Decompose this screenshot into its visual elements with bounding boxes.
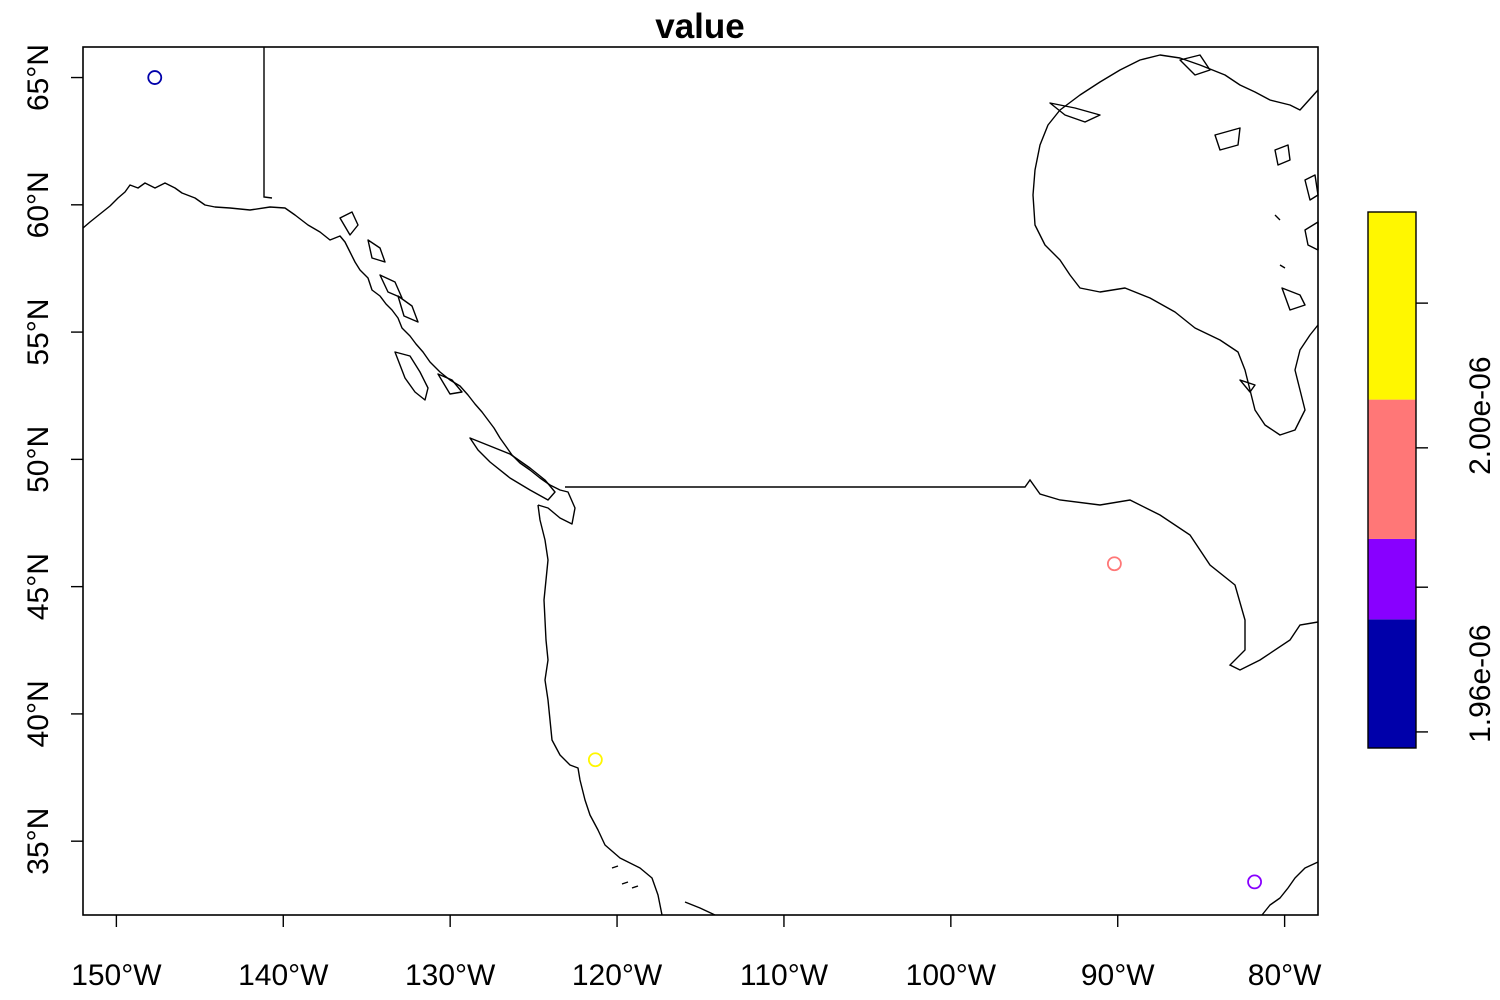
x-tick-label: 110°W <box>740 959 829 992</box>
pacific-coastline-south <box>537 504 663 916</box>
hudson-bay-islands <box>1049 54 1319 393</box>
plot-frame <box>82 46 1319 916</box>
pacific-coastline-north <box>82 182 576 525</box>
legend-color-segment <box>1368 538 1416 620</box>
bc-islands <box>339 211 556 501</box>
hudson-bay-coastline <box>1032 54 1319 436</box>
x-tick-label: 120°W <box>572 959 663 992</box>
data-point <box>147 70 163 85</box>
x-tick-label: 150°W <box>71 959 162 992</box>
data-points <box>147 70 1262 890</box>
y-tick-label: 50°N <box>22 426 55 493</box>
data-point <box>587 752 603 768</box>
legend-color-segment <box>1368 619 1416 748</box>
legend-color-segment <box>1368 399 1416 539</box>
legend-tick-label: 1.96e-06 <box>1464 624 1497 742</box>
y-tick-label: 60°N <box>22 171 55 238</box>
legend-frame <box>1367 211 1417 749</box>
y-tick-label: 65°N <box>22 44 55 111</box>
basemap <box>82 47 1319 916</box>
y-tick-label: 40°N <box>22 680 55 747</box>
x-tick-label: 100°W <box>906 959 997 992</box>
data-point <box>1247 874 1262 890</box>
legend-tick-label: 2.00e-06 <box>1464 356 1497 474</box>
alaska-canada-border <box>263 47 273 199</box>
y-axis: 35°N 40°N 45°N 50°N 55°N 60°N 65°N <box>22 44 83 875</box>
us-canada-border <box>565 478 1319 671</box>
x-axis: 150°W 140°W 130°W 120°W 110°W 100°W 90°W 80°W <box>71 915 1322 992</box>
y-tick-label: 35°N <box>22 808 55 875</box>
legend-color-segment <box>1368 212 1416 400</box>
x-tick-label: 140°W <box>238 959 329 992</box>
color-legend: 1.96e-06 2.00e-06 <box>1367 211 1497 749</box>
x-tick-label: 80°W <box>1248 959 1322 992</box>
map-title: value <box>655 7 745 46</box>
x-tick-label: 90°W <box>1081 959 1155 992</box>
y-tick-label: 55°N <box>22 299 55 366</box>
y-tick-label: 45°N <box>22 553 55 620</box>
channel-islands <box>611 865 639 889</box>
x-tick-label: 130°W <box>405 959 496 992</box>
atlantic-coastline <box>1261 861 1319 916</box>
baja-coastline <box>684 901 716 916</box>
data-point <box>1106 556 1122 572</box>
